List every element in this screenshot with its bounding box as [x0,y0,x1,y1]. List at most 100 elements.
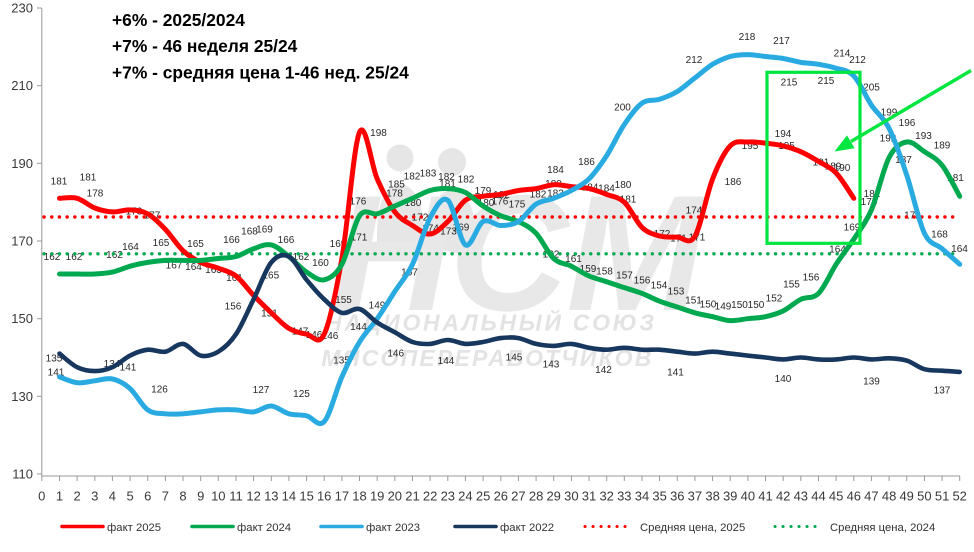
svg-text:164: 164 [951,244,968,255]
svg-text:141: 141 [667,368,684,379]
svg-text:160: 160 [312,258,329,269]
svg-text:162: 162 [66,252,83,263]
svg-text:190: 190 [834,163,851,174]
svg-text:22: 22 [423,489,437,504]
svg-text:215: 215 [781,78,798,89]
svg-text:19: 19 [370,489,384,504]
svg-text:179: 179 [475,186,492,197]
svg-text:186: 186 [578,157,595,168]
svg-text:+6% - 2025/2024: +6% - 2025/2024 [112,10,245,30]
svg-text:9: 9 [197,489,204,504]
svg-text:36: 36 [670,489,684,504]
svg-text:164: 164 [122,242,139,253]
svg-text:14: 14 [282,489,296,504]
svg-text:2: 2 [73,489,80,504]
svg-text:45: 45 [829,489,843,504]
svg-text:198: 198 [370,128,387,139]
svg-text:29: 29 [546,489,560,504]
svg-text:150: 150 [700,300,717,311]
svg-text:175: 175 [509,200,526,211]
svg-text:141: 141 [120,363,137,374]
svg-text:165: 165 [187,239,204,250]
svg-text:факт 2022: факт 2022 [500,522,554,534]
svg-text:180: 180 [478,198,495,209]
svg-text:190: 190 [11,156,33,171]
svg-text:195: 195 [742,141,759,152]
svg-text:182: 182 [438,172,455,183]
svg-text:156: 156 [803,273,820,284]
svg-text:+7% - средняя цена 1-46 нед. 2: +7% - средняя цена 1-46 нед. 25/24 [112,62,409,82]
svg-text:189: 189 [934,141,951,152]
svg-text:37: 37 [688,489,702,504]
svg-text:47: 47 [864,489,878,504]
svg-text:156: 156 [225,302,242,313]
svg-text:28: 28 [529,489,543,504]
svg-text:163: 163 [205,265,222,276]
svg-text:52: 52 [952,489,966,504]
svg-text:32: 32 [599,489,613,504]
svg-text:34: 34 [635,489,649,504]
svg-text:218: 218 [739,32,756,43]
svg-text:166: 166 [278,235,295,246]
svg-text:212: 212 [686,55,703,66]
svg-text:145: 145 [506,353,523,364]
svg-text:161: 161 [226,273,243,284]
svg-text:Средняя цена, 2025: Средняя цена, 2025 [640,522,745,534]
svg-text:181: 181 [864,189,881,200]
svg-text:185: 185 [388,180,405,191]
svg-text:170: 170 [11,234,33,249]
svg-text:230: 230 [11,1,33,16]
svg-text:142: 142 [595,365,612,376]
svg-text:199: 199 [881,108,898,119]
svg-text:169: 169 [453,223,470,234]
svg-text:155: 155 [335,295,352,306]
svg-text:180: 180 [615,180,632,191]
svg-text:факт 2024: факт 2024 [237,522,291,534]
svg-text:139: 139 [863,377,880,388]
svg-text:20: 20 [388,489,402,504]
svg-text:169: 169 [844,223,861,234]
svg-text:146: 146 [322,331,339,342]
svg-text:48: 48 [882,489,896,504]
svg-text:144: 144 [438,356,455,367]
svg-text:17: 17 [335,489,349,504]
svg-text:167: 167 [166,261,183,272]
svg-text:50: 50 [917,489,931,504]
svg-text:168: 168 [241,227,258,238]
svg-text:158: 158 [596,267,613,278]
svg-text:164: 164 [185,262,202,273]
svg-text:174: 174 [686,206,703,217]
svg-text:39: 39 [723,489,737,504]
svg-text:166: 166 [223,235,240,246]
svg-text:11: 11 [229,489,243,504]
svg-text:факт 2023: факт 2023 [366,522,420,534]
svg-text:44: 44 [811,489,825,504]
svg-text:7: 7 [162,489,169,504]
svg-text:192: 192 [880,134,897,145]
svg-text:212: 212 [849,55,866,66]
svg-text:40: 40 [741,489,755,504]
svg-text:189: 189 [825,162,842,173]
svg-text:144: 144 [350,322,367,333]
svg-text:184: 184 [598,184,615,195]
svg-text:26: 26 [494,489,508,504]
svg-text:181: 181 [620,195,637,206]
svg-text:5: 5 [126,489,133,504]
svg-text:162: 162 [293,252,310,263]
svg-text:134: 134 [104,359,121,370]
svg-text:8: 8 [179,489,186,504]
svg-text:46: 46 [847,489,861,504]
svg-text:21: 21 [405,489,419,504]
svg-text:183: 183 [420,169,437,180]
svg-text:137: 137 [934,386,951,397]
svg-text:135: 135 [46,354,63,365]
svg-text:162: 162 [44,252,61,263]
svg-text:155: 155 [783,280,800,291]
svg-text:173: 173 [440,227,457,238]
svg-text:152: 152 [766,294,783,305]
svg-text:186: 186 [725,177,742,188]
svg-text:181: 181 [947,173,964,184]
svg-text:Средняя цена, 2024: Средняя цена, 2024 [830,522,935,534]
svg-text:31: 31 [582,489,596,504]
svg-text:126: 126 [151,385,168,396]
